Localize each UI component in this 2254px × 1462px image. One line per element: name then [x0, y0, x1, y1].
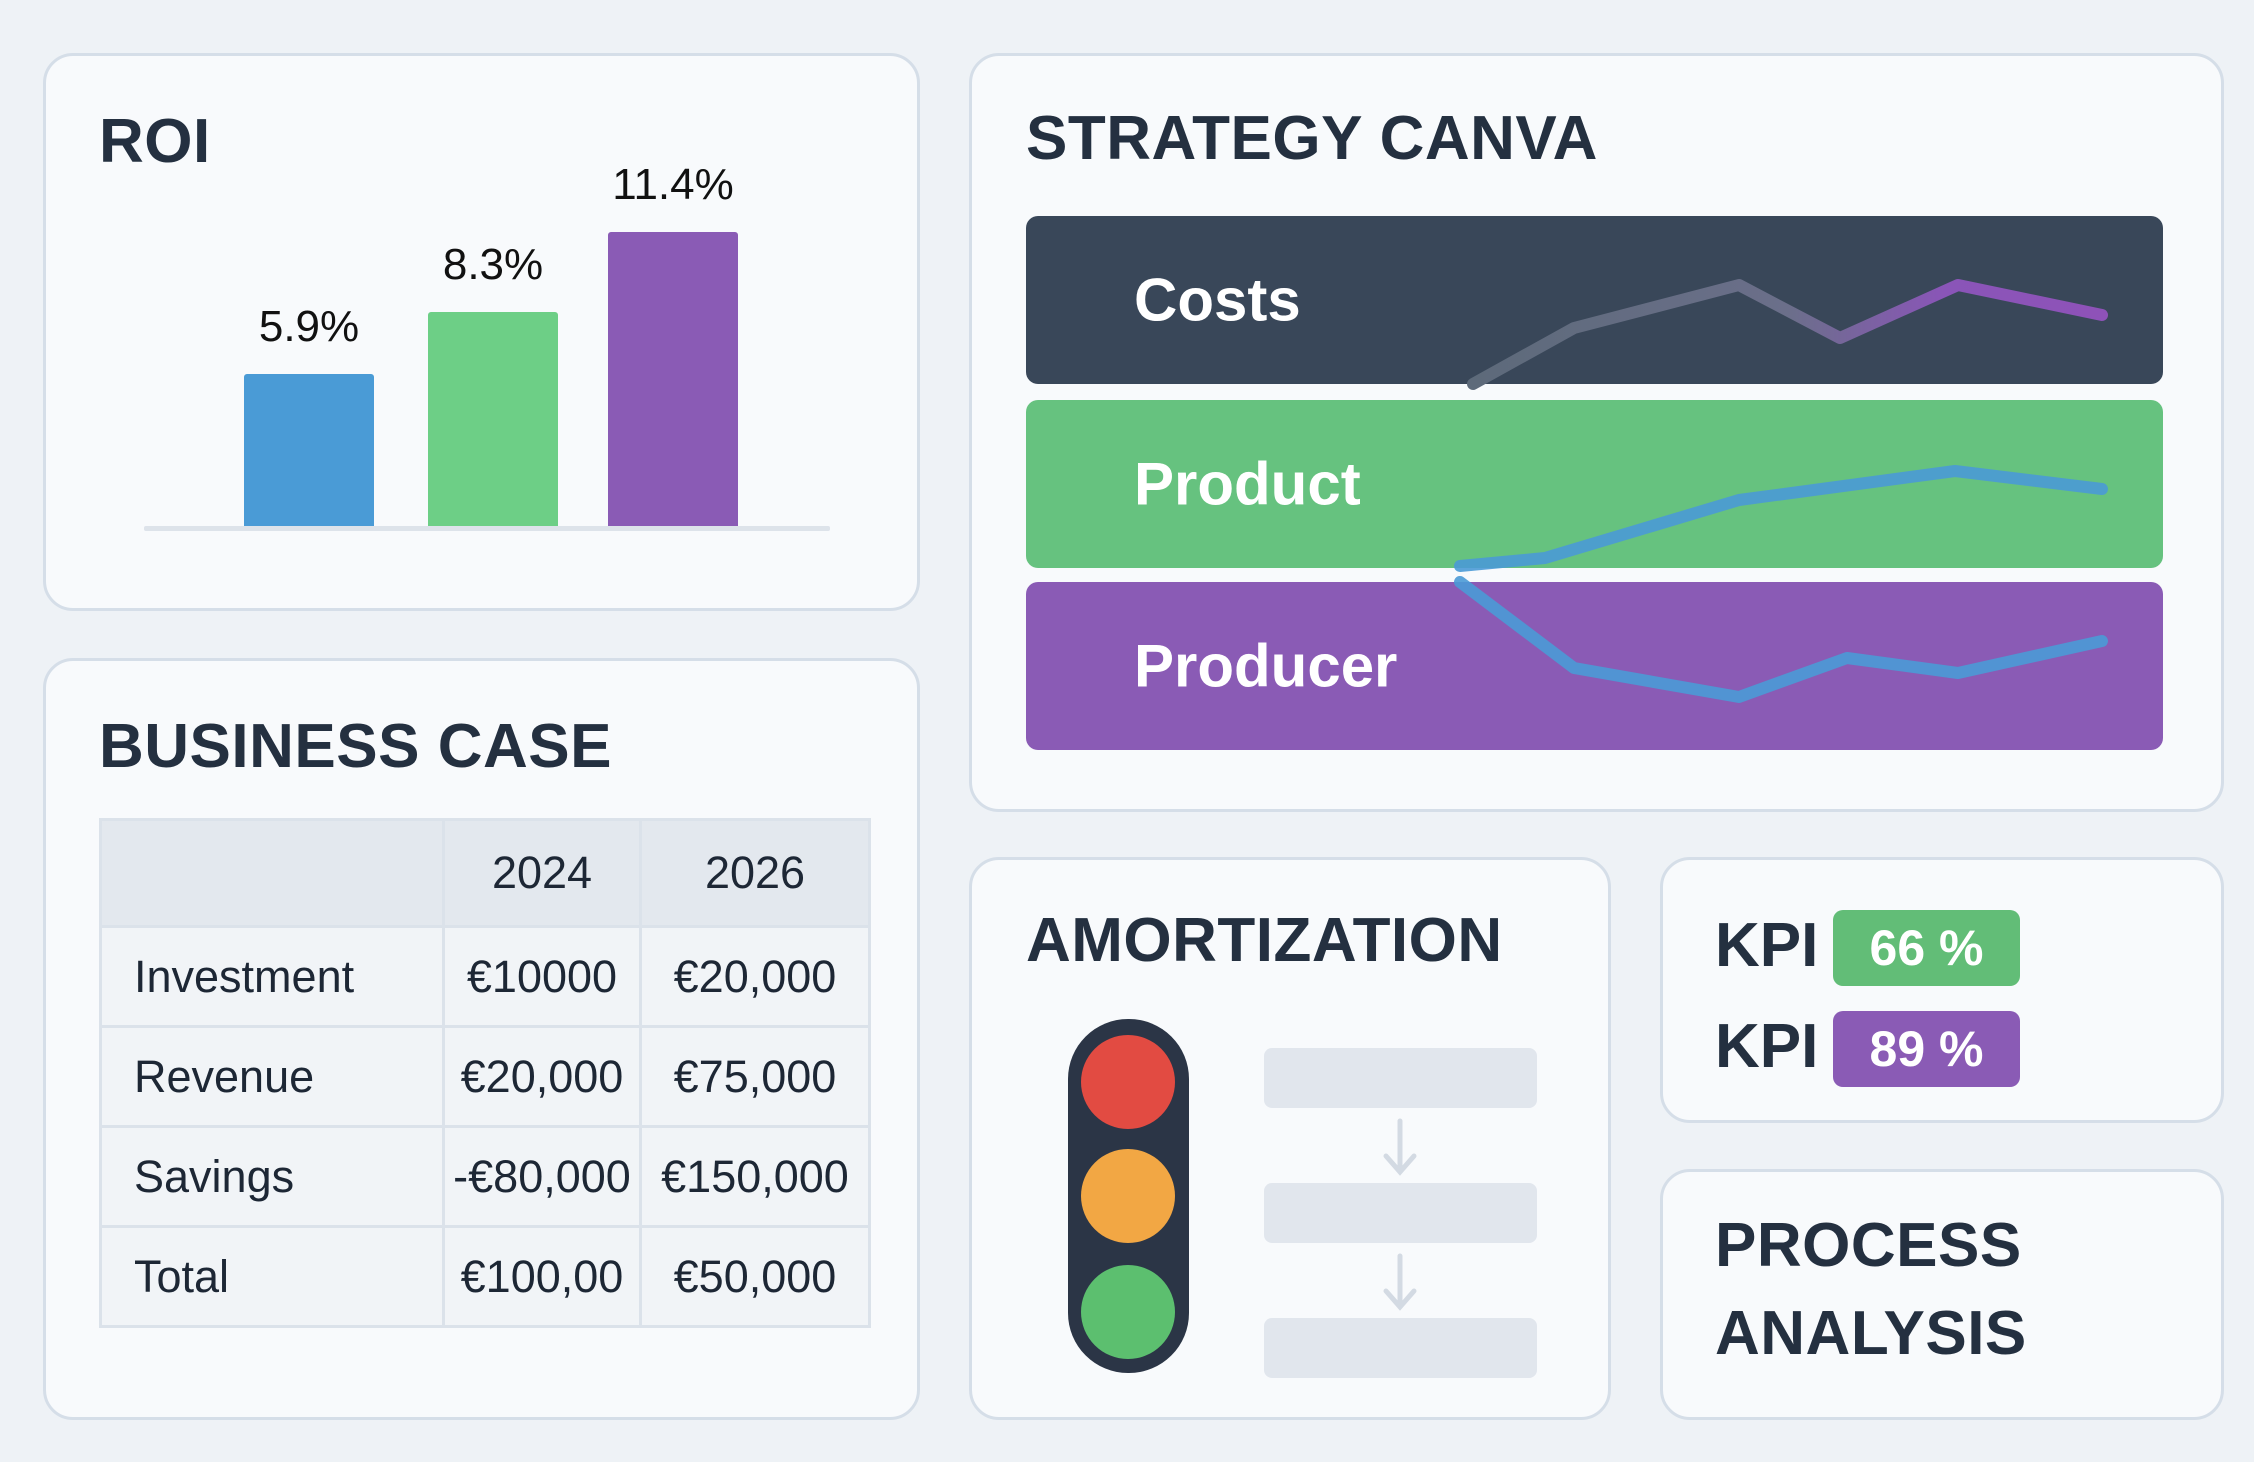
- roi-bar-chart: 5.9% 8.3% 11.4%: [46, 56, 917, 608]
- roi-bar: [244, 373, 374, 526]
- roi-bar: [608, 231, 738, 526]
- process-analysis-title-line2: ANALYSIS: [1715, 1299, 2027, 1368]
- band-label: Product: [1134, 450, 1361, 518]
- cell-value: €10000: [442, 925, 642, 1028]
- band-label: Costs: [1134, 266, 1301, 334]
- column-header: 2024: [442, 818, 642, 928]
- band-product: Product: [1026, 400, 2163, 568]
- roi-bar-label: 5.9%: [258, 301, 360, 351]
- roi-bar: [428, 311, 558, 526]
- kpi-label: KPI: [1715, 911, 1819, 980]
- business-case-title: BUSINESS CASE: [99, 712, 612, 781]
- amortization-title: AMORTIZATION: [1026, 906, 1503, 975]
- column-header: 2026: [639, 818, 871, 928]
- cell-value: €20,000: [639, 925, 871, 1028]
- red-light: [1081, 1035, 1175, 1129]
- flow-step-box: [1264, 1318, 1537, 1378]
- band-costs: Costs: [1026, 216, 2163, 384]
- process-analysis-card[interactable]: [1660, 1169, 2224, 1420]
- producer-trend-line: [1454, 576, 2108, 703]
- cell-value: -€80,000: [442, 1125, 642, 1228]
- amber-light: [1081, 1149, 1175, 1243]
- strategy-canva-title: STRATEGY CANVA: [1026, 104, 1598, 173]
- product-trend-line: [1454, 465, 2108, 572]
- roi-card: ROI 5.9% 8.3% 11.4%: [43, 53, 920, 611]
- roi-title: ROI: [99, 107, 211, 176]
- cell-value: €150,000: [639, 1125, 871, 1228]
- band-label: Producer: [1134, 632, 1398, 700]
- row-label: Savings: [99, 1125, 445, 1228]
- roi-bar-label: 11.4%: [612, 159, 734, 209]
- roi-axis-line: [144, 526, 830, 531]
- cell-value: €75,000: [639, 1025, 871, 1128]
- table-row: Investment €10000 €20,000: [99, 925, 871, 1028]
- arrow-down-icon: [1383, 1253, 1417, 1311]
- table-row: Savings -€80,000 €150,000: [99, 1125, 871, 1228]
- green-light: [1081, 1265, 1175, 1359]
- roi-bar-label: 8.3%: [442, 239, 544, 289]
- traffic-light-icon: [1068, 1019, 1189, 1373]
- table-row: Total €100,00 €50,000: [99, 1225, 871, 1328]
- strategy-trend-lines: [1454, 279, 2108, 703]
- cell-value: €50,000: [639, 1225, 871, 1328]
- costs-trend-line: [1467, 279, 2108, 390]
- cell-value: €20,000: [442, 1025, 642, 1128]
- process-analysis-title-line1: PROCESS: [1715, 1211, 2022, 1280]
- cell-value: €100,00: [442, 1225, 642, 1328]
- business-case-card: BUSINESS CASE 2024 2026 Investment €10000…: [43, 658, 920, 1420]
- kpi-badge: 66 %: [1833, 910, 2020, 986]
- kpi-badge: 89 %: [1833, 1011, 2020, 1087]
- column-header: [99, 818, 445, 928]
- table-header-row: 2024 2026: [99, 818, 871, 928]
- kpi-label: KPI: [1715, 1012, 1819, 1081]
- flow-step-box: [1264, 1048, 1537, 1108]
- row-label: Total: [99, 1225, 445, 1328]
- arrow-down-icon: [1383, 1118, 1417, 1176]
- flow-step-box: [1264, 1183, 1537, 1243]
- row-label: Revenue: [99, 1025, 445, 1128]
- table-row: Revenue €20,000 €75,000: [99, 1025, 871, 1128]
- business-case-table: 2024 2026 Investment €10000 €20,000 Revenu…: [99, 818, 871, 1328]
- row-label: Investment: [99, 925, 445, 1028]
